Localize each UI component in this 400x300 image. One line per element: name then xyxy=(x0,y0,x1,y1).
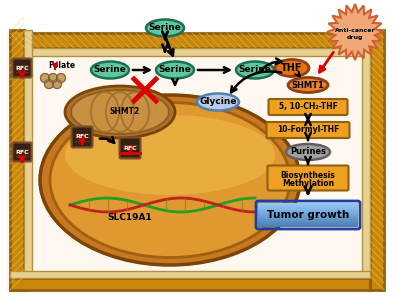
Bar xyxy=(258,217,358,219)
Bar xyxy=(10,33,370,48)
FancyBboxPatch shape xyxy=(6,31,374,294)
Text: Methylation: Methylation xyxy=(282,178,334,188)
Text: Glycine: Glycine xyxy=(199,98,237,106)
Polygon shape xyxy=(327,4,383,60)
Text: RFC: RFC xyxy=(15,149,29,154)
Text: Biosynthesis: Biosynthesis xyxy=(281,170,335,179)
Text: THF: THF xyxy=(281,63,303,73)
Circle shape xyxy=(52,80,62,88)
Text: Folate: Folate xyxy=(48,61,75,70)
Bar xyxy=(258,219,358,221)
Ellipse shape xyxy=(275,59,309,76)
Circle shape xyxy=(56,74,66,82)
Ellipse shape xyxy=(146,20,184,37)
FancyBboxPatch shape xyxy=(120,137,140,158)
Text: 10-Formyl-THF: 10-Formyl-THF xyxy=(277,125,339,134)
Bar xyxy=(370,30,384,290)
Bar xyxy=(258,215,358,217)
Bar xyxy=(258,209,358,211)
Text: Tumor growth: Tumor growth xyxy=(267,210,349,220)
Circle shape xyxy=(44,80,54,88)
Text: RFC: RFC xyxy=(15,65,29,70)
Ellipse shape xyxy=(236,61,274,79)
Bar xyxy=(10,48,370,56)
Ellipse shape xyxy=(197,94,239,110)
FancyBboxPatch shape xyxy=(12,142,32,161)
Bar xyxy=(258,205,358,207)
Text: Serine: Serine xyxy=(238,65,272,74)
Bar xyxy=(258,223,358,225)
Bar xyxy=(258,211,358,213)
FancyBboxPatch shape xyxy=(12,58,32,77)
Ellipse shape xyxy=(40,95,300,265)
Ellipse shape xyxy=(50,103,290,257)
Circle shape xyxy=(48,74,58,82)
Ellipse shape xyxy=(156,61,194,79)
Bar xyxy=(10,271,370,278)
Bar xyxy=(258,221,358,223)
FancyBboxPatch shape xyxy=(268,99,348,115)
Text: RFC: RFC xyxy=(75,134,89,140)
Ellipse shape xyxy=(65,86,175,138)
Text: SLC19A1: SLC19A1 xyxy=(108,214,152,223)
Text: SHMT1: SHMT1 xyxy=(292,80,324,89)
Ellipse shape xyxy=(65,115,275,195)
Ellipse shape xyxy=(288,77,328,92)
Text: RFC: RFC xyxy=(123,146,137,151)
Bar xyxy=(258,207,358,209)
Bar xyxy=(258,225,358,227)
Text: Serine: Serine xyxy=(148,23,182,32)
FancyBboxPatch shape xyxy=(266,122,350,138)
Text: Purines: Purines xyxy=(290,148,326,157)
Bar xyxy=(362,30,370,290)
Ellipse shape xyxy=(286,144,330,160)
Ellipse shape xyxy=(71,90,169,134)
Text: Serine: Serine xyxy=(158,65,192,74)
Text: SHMT2: SHMT2 xyxy=(110,107,140,116)
FancyBboxPatch shape xyxy=(72,127,92,148)
FancyBboxPatch shape xyxy=(268,166,348,190)
Circle shape xyxy=(40,74,50,82)
Text: drug: drug xyxy=(347,35,363,40)
Text: 5, 10-CH₂-THF: 5, 10-CH₂-THF xyxy=(278,103,338,112)
Text: Serine: Serine xyxy=(94,65,126,74)
Text: Anti-cancer: Anti-cancer xyxy=(335,28,375,32)
Bar xyxy=(258,213,358,215)
Bar xyxy=(10,30,24,290)
Ellipse shape xyxy=(91,61,129,79)
Bar xyxy=(10,278,370,290)
Bar xyxy=(258,203,358,205)
Bar xyxy=(24,30,32,290)
